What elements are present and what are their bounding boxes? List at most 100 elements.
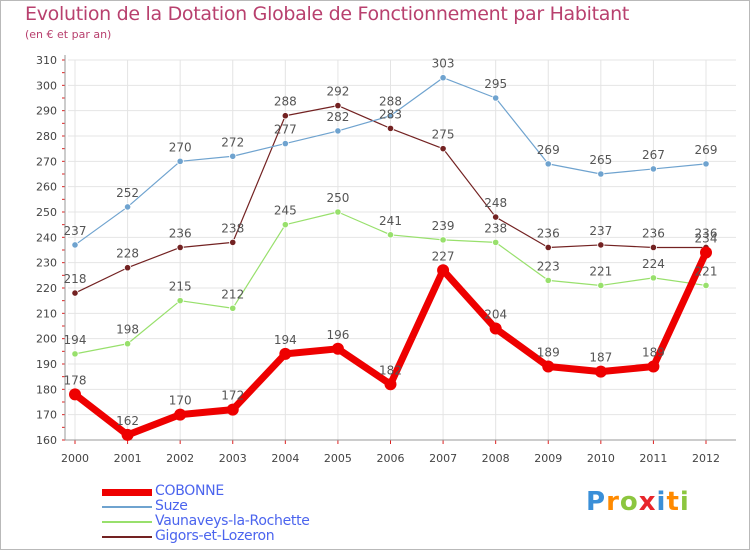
data-point-vaunaveys-la-rochette — [544, 276, 552, 284]
data-label-vaunaveys-la-rochette: 212 — [221, 287, 244, 301]
data-point-vaunaveys-la-rochette — [492, 238, 500, 246]
data-label-cobonne: 194 — [274, 333, 297, 347]
legend-swatch — [102, 521, 152, 523]
y-tick-label: 230 — [36, 257, 57, 270]
data-label-cobonne: 196 — [326, 328, 349, 342]
logo-letter: i — [656, 487, 667, 517]
data-label-gigors-et-lozeron: 288 — [274, 95, 297, 109]
data-label-cobonne: 178 — [64, 373, 87, 387]
x-tick-label: 2007 — [429, 452, 457, 465]
x-tick-label: 2001 — [114, 452, 142, 465]
data-label-gigors-et-lozeron: 248 — [484, 196, 507, 210]
data-point-suze — [702, 160, 710, 168]
data-label-suze: 252 — [116, 186, 139, 200]
data-label-vaunaveys-la-rochette: 238 — [484, 221, 507, 235]
data-label-gigors-et-lozeron: 237 — [589, 224, 612, 238]
y-tick-label: 310 — [36, 54, 57, 67]
data-point-vaunaveys-la-rochette — [123, 340, 132, 348]
data-point-vaunaveys-la-rochette — [281, 221, 289, 229]
data-label-suze: 277 — [274, 123, 297, 137]
data-point-vaunaveys-la-rochette — [334, 208, 342, 216]
y-tick-label: 200 — [36, 333, 57, 346]
y-tick-label: 160 — [36, 434, 57, 447]
data-point-suze — [334, 127, 342, 135]
data-point-cobonne — [279, 347, 292, 360]
data-point-vaunaveys-la-rochette — [71, 350, 79, 358]
axes: 160 170 180 190 200 210 220 230 240 250 260 270 280 2… — [36, 54, 736, 465]
x-tick-label: 2004 — [271, 452, 299, 465]
y-tick-label: 210 — [36, 307, 57, 320]
y-tick-label: 220 — [36, 282, 57, 295]
y-tick-label: 190 — [36, 358, 57, 371]
logo-letter: P — [586, 487, 607, 517]
data-point-cobonne — [331, 342, 344, 355]
data-point-suze — [229, 152, 237, 160]
data-label-gigors-et-lozeron: 236 — [169, 226, 192, 240]
data-point-cobonne — [384, 378, 397, 391]
data-point-gigors-et-lozeron — [544, 243, 552, 252]
data-label-suze: 282 — [326, 110, 349, 124]
data-point-cobonne — [174, 408, 187, 421]
y-tick-label: 260 — [36, 181, 57, 194]
data-point-suze — [649, 165, 658, 173]
logo-letter: i — [679, 487, 690, 517]
data-label-vaunaveys-la-rochette: 194 — [64, 333, 87, 347]
x-tick-label: 2008 — [482, 452, 510, 465]
data-point-gigors-et-lozeron — [229, 238, 237, 246]
data-label-gigors-et-lozeron: 236 — [695, 226, 718, 240]
data-label-vaunaveys-la-rochette: 241 — [379, 214, 402, 228]
data-point-suze — [123, 203, 132, 211]
y-tick-label: 170 — [36, 409, 57, 422]
data-label-gigors-et-lozeron: 238 — [221, 221, 244, 235]
logo-letter: t — [666, 487, 680, 517]
y-tick-label: 180 — [36, 383, 57, 396]
data-point-gigors-et-lozeron — [597, 241, 605, 249]
data-point-gigors-et-lozeron — [123, 264, 132, 272]
y-tick-label: 280 — [36, 130, 57, 143]
data-label-vaunaveys-la-rochette: 198 — [116, 323, 139, 337]
data-point-gigors-et-lozeron — [334, 102, 342, 110]
data-point-cobonne — [700, 246, 712, 259]
data-label-cobonne: 170 — [169, 394, 192, 408]
legend-swatch — [102, 536, 152, 538]
data-point-gigors-et-lozeron — [71, 289, 79, 297]
data-point-cobonne — [647, 360, 660, 373]
logo-letter: r — [606, 487, 620, 517]
x-tick-label: 2003 — [219, 452, 247, 465]
data-label-gigors-et-lozeron: 236 — [537, 226, 560, 240]
data-point-suze — [71, 241, 79, 249]
data-point-suze — [439, 74, 447, 82]
legend-swatch — [102, 506, 152, 508]
data-label-suze: 269 — [695, 143, 718, 157]
data-label-cobonne: 172 — [221, 389, 244, 403]
x-tick-label: 2012 — [692, 452, 720, 465]
data-point-suze — [281, 140, 289, 148]
x-tick-label: 2002 — [166, 452, 194, 465]
legend-label: Gigors-et-Lozeron — [155, 528, 275, 544]
data-point-cobonne — [226, 403, 239, 416]
data-label-suze: 303 — [432, 57, 455, 71]
data-label-cobonne: 162 — [116, 414, 139, 428]
data-point-suze — [597, 170, 605, 178]
data-point-cobonne — [542, 360, 555, 373]
y-tick-label: 240 — [36, 231, 57, 244]
logo-letter: x — [638, 487, 657, 517]
data-point-gigors-et-lozeron — [649, 243, 658, 252]
data-label-gigors-et-lozeron: 228 — [116, 247, 139, 261]
y-tick-label: 290 — [36, 105, 57, 118]
data-point-vaunaveys-la-rochette — [702, 281, 710, 290]
series — [69, 74, 712, 441]
y-tick-label: 300 — [36, 79, 57, 92]
logo-letter: o — [619, 487, 639, 517]
data-label-gigors-et-lozeron: 218 — [64, 272, 87, 286]
data-labels: 218 228 236 238 288 292 283 275 248 236 237 236 236 1… — [64, 57, 718, 428]
data-label-suze: 267 — [642, 148, 665, 162]
grid-lines — [68, 59, 736, 441]
chart-title: Evolution de la Dotation Globale de Fonc… — [25, 3, 630, 25]
data-label-cobonne: 234 — [695, 232, 718, 246]
legend-label: Suze — [155, 498, 188, 514]
data-label-gigors-et-lozeron: 283 — [379, 107, 402, 121]
data-label-vaunaveys-la-rochette: 221 — [695, 264, 718, 278]
data-label-suze: 270 — [169, 140, 192, 154]
